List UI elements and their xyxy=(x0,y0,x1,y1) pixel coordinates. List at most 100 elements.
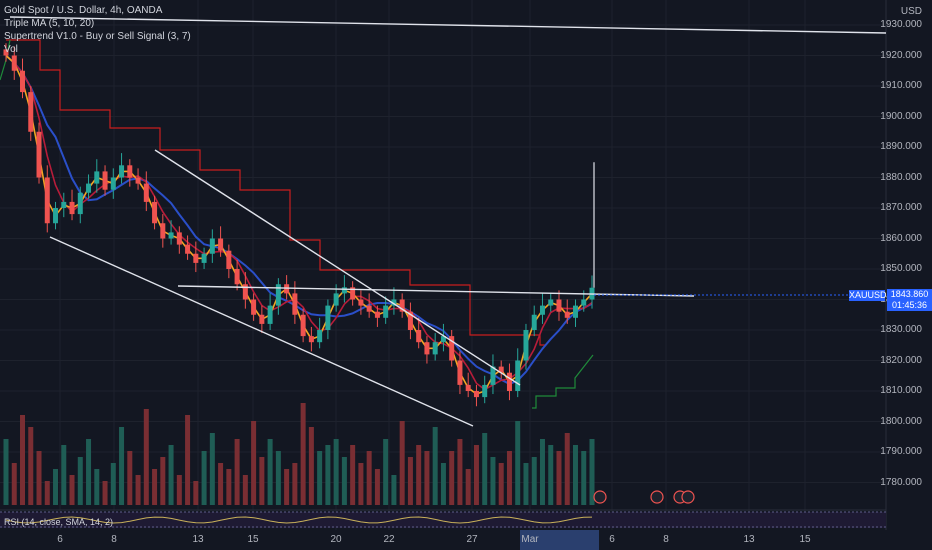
volume-bar xyxy=(424,451,430,505)
volume-bar xyxy=(515,421,521,505)
candle-body xyxy=(292,293,298,315)
price-tick-label: 1860.000 xyxy=(880,232,922,244)
currency-label: USD xyxy=(900,6,922,17)
candle-body xyxy=(515,360,521,391)
price-tick-label: 1830.000 xyxy=(880,324,922,335)
indicator-triple-ma[interactable]: Triple MA (5, 10, 20) xyxy=(4,18,95,29)
volume-bar xyxy=(143,409,149,505)
price-tick-label: 1790.000 xyxy=(880,446,922,457)
time-tick-label: 13 xyxy=(192,534,204,545)
volume-bar xyxy=(242,475,248,505)
volume-bar xyxy=(53,469,59,505)
candle-body xyxy=(317,330,323,343)
candle-body xyxy=(61,201,67,208)
candle-body xyxy=(572,305,578,318)
volume-bar xyxy=(267,439,273,505)
candle-body xyxy=(308,336,314,343)
volume-bar xyxy=(449,451,455,505)
rsi-band-bg xyxy=(0,512,886,528)
candle-body xyxy=(449,336,455,361)
candle-body xyxy=(160,223,166,239)
volume-bar xyxy=(581,451,587,505)
volume-bar xyxy=(127,451,133,505)
volume-bar xyxy=(36,451,42,505)
volume-bar xyxy=(209,433,215,505)
volume-bar xyxy=(416,445,422,505)
volume-bar xyxy=(160,457,166,505)
supertrend-down-line xyxy=(6,39,545,346)
candle-body xyxy=(94,171,100,184)
volume-bar xyxy=(110,463,116,505)
volume-bar xyxy=(185,415,191,505)
volume-bar xyxy=(407,457,413,505)
volume-bar xyxy=(94,469,100,505)
indicator-supertrend[interactable]: Supertrend V1.0 - Buy or Sell Signal (3,… xyxy=(4,31,191,42)
candle-body xyxy=(399,299,405,312)
volume-bar xyxy=(3,439,9,505)
volume-bar xyxy=(77,457,83,505)
candle-body xyxy=(407,311,413,330)
candle-body xyxy=(226,250,232,269)
candle-body xyxy=(539,305,545,315)
volume-bar xyxy=(325,445,331,505)
volume-bar xyxy=(482,433,488,505)
candle-body xyxy=(383,305,389,318)
price-tick-label: 1920.000 xyxy=(880,49,922,61)
candle-body xyxy=(193,253,199,263)
volume-bar xyxy=(374,469,380,505)
ma-fast-line xyxy=(5,54,593,395)
candle-body xyxy=(11,55,17,71)
volume-bar xyxy=(523,463,529,505)
price-tick-label: 1900.000 xyxy=(880,110,922,122)
volume-bar xyxy=(457,439,463,505)
candle-body xyxy=(143,183,149,202)
price-tick-label: 1850.000 xyxy=(880,263,922,274)
time-tick-label: 6 xyxy=(609,534,615,545)
indicator-volume[interactable]: Vol xyxy=(4,44,18,55)
candle-body xyxy=(374,311,380,318)
volume-bar xyxy=(119,427,125,505)
volume-bar xyxy=(11,463,17,505)
time-tick-label: Mar xyxy=(521,534,539,545)
price-tick-label: 1800.000 xyxy=(880,415,922,427)
price-tick-label: 1780.000 xyxy=(880,476,922,488)
volume-bar xyxy=(432,427,438,505)
symbol-badge: XAUUSD xyxy=(849,290,887,301)
candle-body xyxy=(102,171,108,190)
volume-bar xyxy=(168,445,174,505)
horizontal-level-line xyxy=(177,285,695,297)
candle-body xyxy=(86,183,92,193)
volume-bar xyxy=(275,451,281,505)
volume-bar xyxy=(176,475,182,505)
candle-body xyxy=(350,287,356,300)
volume-bar xyxy=(135,475,141,505)
volume-bar xyxy=(20,415,26,505)
candle-body xyxy=(416,330,422,343)
candle-body xyxy=(284,284,290,294)
candle-body xyxy=(275,284,281,306)
candle-body xyxy=(440,336,446,343)
candle-body xyxy=(3,49,9,56)
volume-bar xyxy=(473,445,479,505)
time-tick-label: 22 xyxy=(383,534,395,545)
candle-body xyxy=(119,165,125,178)
candle-body xyxy=(457,360,463,385)
indicator-rsi[interactable]: RSI (14, close, SMA, 14, 2) xyxy=(4,517,114,527)
volume-bar xyxy=(465,469,471,505)
time-axis-highlight xyxy=(520,530,599,550)
candle-body xyxy=(176,232,182,245)
event-marker-icon xyxy=(681,490,695,504)
volume-bar xyxy=(28,427,34,505)
candle-body xyxy=(325,305,331,330)
candle-body xyxy=(53,208,59,224)
price-tick-label: 1820.000 xyxy=(880,354,922,366)
volume-bar xyxy=(152,469,158,505)
volume-bar xyxy=(61,445,67,505)
candle-body xyxy=(168,232,174,239)
candle-body xyxy=(36,131,42,178)
volume-bar xyxy=(589,439,595,505)
candle-body xyxy=(135,177,141,184)
symbol-title[interactable]: Gold Spot / U.S. Dollar, 4h, OANDA xyxy=(4,5,163,16)
